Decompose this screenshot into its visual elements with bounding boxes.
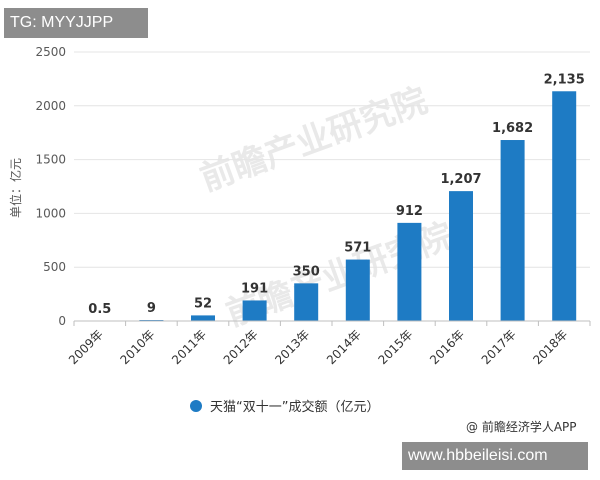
x-tick-label: 2016年 xyxy=(427,327,467,367)
bar xyxy=(191,315,215,321)
data-label: 1,682 xyxy=(492,121,533,136)
y-tick-label: 1500 xyxy=(35,153,66,167)
x-tick-label: 2012年 xyxy=(221,327,261,367)
data-label: 9 xyxy=(147,301,156,316)
x-axis-ticks: 2009年 2010年 2011年 2012年 2013年 2014年 2015年 2016年… xyxy=(66,321,591,367)
y-axis-ticks: 0 500 1000 1500 2000 2500 xyxy=(35,45,66,328)
bar xyxy=(242,300,267,321)
x-tick-label: 2010年 xyxy=(118,327,158,367)
y-tick-label: 0 xyxy=(58,314,66,328)
data-labels: 0.5 9 52 191 350 571 912 1,207 1,682 2,135 xyxy=(88,72,584,317)
y-tick-label: 500 xyxy=(43,260,66,274)
source-credit: @ 前瞻经济学人APP xyxy=(466,420,577,434)
legend: 天猫“双十一”成交额（亿元） xyxy=(190,399,379,415)
x-tick-label: 2017年 xyxy=(479,327,519,367)
x-tick-label: 2011年 xyxy=(169,327,209,367)
data-label: 571 xyxy=(344,241,371,256)
x-tick-label: 2013年 xyxy=(272,327,312,367)
x-tick-label: 2018年 xyxy=(530,327,570,367)
svg-text:前瞻产业研究院: 前瞻产业研究院 xyxy=(195,80,432,199)
y-tick-label: 2500 xyxy=(35,45,66,59)
data-label: 191 xyxy=(241,281,268,296)
x-tick-label: 2014年 xyxy=(324,327,364,367)
footer-url: www.hbbeileisi.com xyxy=(402,442,588,470)
bar xyxy=(449,191,473,321)
bar xyxy=(397,222,422,321)
data-label: 350 xyxy=(293,264,320,279)
legend-label: 天猫“双十一”成交额（亿元） xyxy=(210,399,379,415)
bar xyxy=(294,283,319,321)
y-axis-label: 单位：亿元 xyxy=(8,158,23,218)
header-tag: TG: MYYJJPP xyxy=(4,8,148,38)
data-label: 2,135 xyxy=(544,72,585,87)
bar xyxy=(500,140,525,321)
data-label: 52 xyxy=(194,296,212,311)
bar xyxy=(345,259,370,321)
data-label: 1,207 xyxy=(440,172,481,187)
bars xyxy=(87,91,577,321)
x-tick-label: 2009年 xyxy=(66,327,106,367)
bar xyxy=(552,91,577,321)
data-label: 912 xyxy=(396,204,423,219)
y-tick-label: 1000 xyxy=(35,206,66,220)
data-label: 0.5 xyxy=(88,302,111,317)
x-tick-label: 2015年 xyxy=(376,327,416,367)
legend-marker xyxy=(190,400,202,412)
y-tick-label: 2000 xyxy=(35,99,66,113)
